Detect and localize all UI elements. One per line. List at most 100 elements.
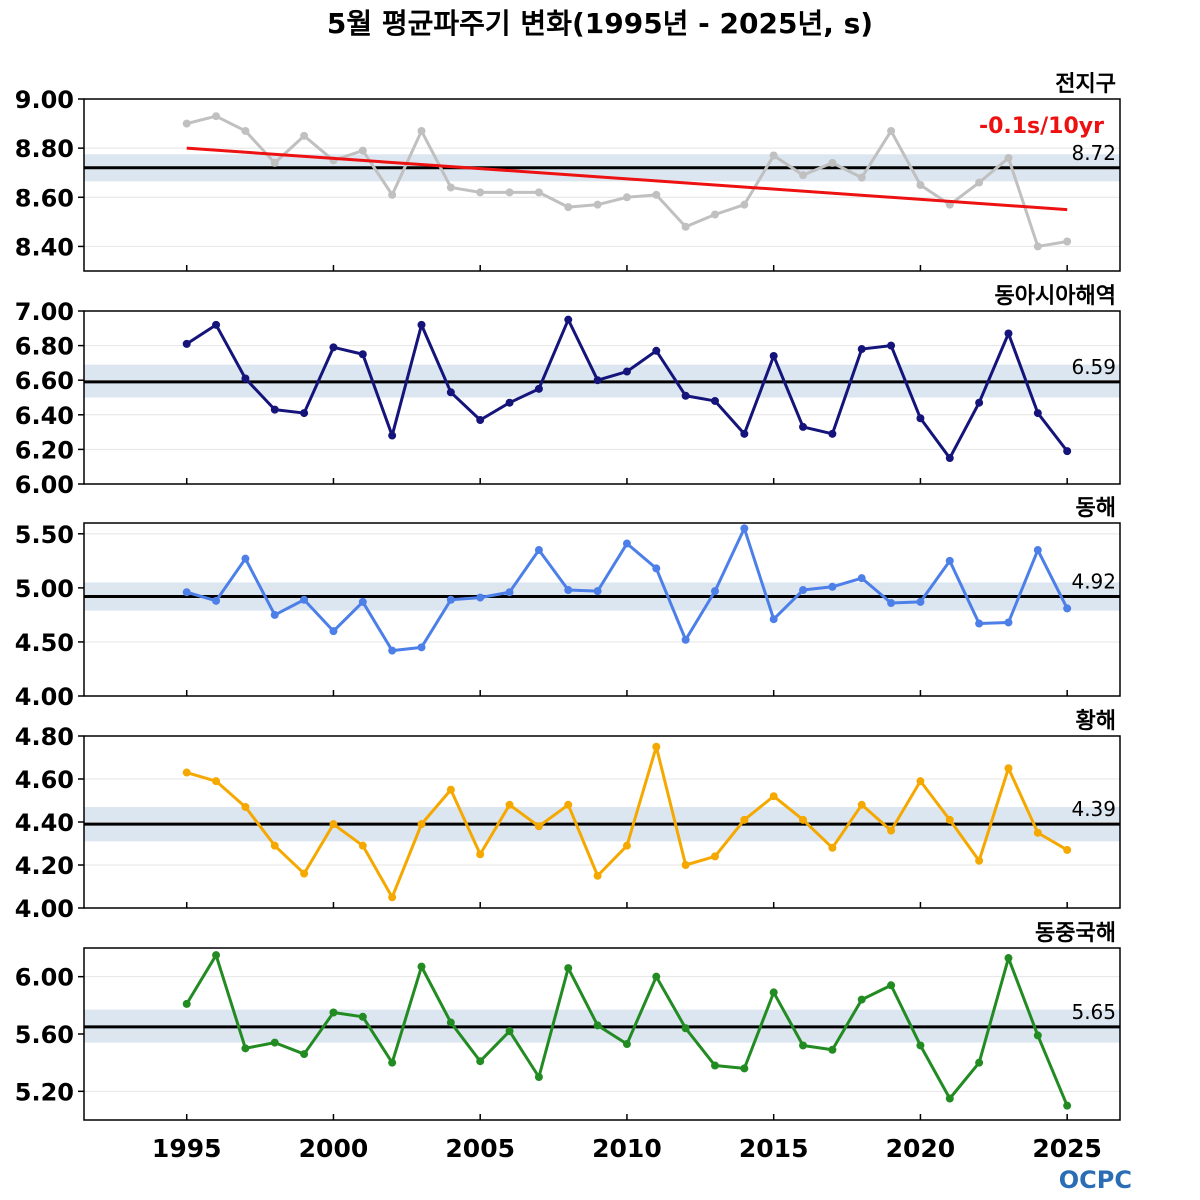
data-point (945, 815, 954, 824)
data-point (593, 871, 602, 880)
data-point (975, 1058, 984, 1067)
data-point (446, 785, 455, 794)
data-point (622, 367, 631, 376)
chart-title: 5월 평균파주기 변화(1995년 - 2025년, s) (327, 7, 873, 40)
data-point (564, 203, 573, 212)
data-point (916, 597, 925, 606)
ocpc-logo: OCPC (1059, 1166, 1132, 1194)
data-point (828, 158, 837, 167)
data-point (329, 820, 338, 829)
data-point (534, 1073, 543, 1081)
data-point (710, 1061, 719, 1070)
data-point (446, 388, 455, 397)
mean-value-label: 5.65 (1071, 1000, 1116, 1024)
data-point (1004, 954, 1013, 963)
data-point (1004, 764, 1013, 773)
x-tick-label: 2020 (886, 1134, 956, 1163)
data-point (857, 345, 866, 354)
data-point (358, 1012, 367, 1021)
data-point (358, 350, 367, 359)
data-point (799, 171, 808, 180)
data-point (270, 610, 279, 619)
data-point (417, 820, 426, 829)
y-tick-label: 4.40 (15, 809, 74, 837)
data-point (975, 856, 984, 865)
y-tick-label: 8.60 (15, 184, 74, 212)
panel-frame (83, 522, 1121, 697)
data-point (740, 429, 749, 438)
data-point (799, 1041, 808, 1050)
data-point (564, 586, 573, 595)
data-point (710, 587, 719, 596)
data-point (887, 599, 896, 608)
data-point (622, 193, 631, 202)
data-point (505, 800, 514, 809)
data-point (857, 995, 866, 1004)
data-point (740, 524, 749, 533)
data-point (476, 850, 485, 859)
data-point (945, 556, 954, 565)
data-point (1063, 1101, 1072, 1110)
data-point (857, 173, 866, 182)
data-point (564, 800, 573, 809)
data-point (1033, 828, 1042, 837)
data-point (975, 178, 984, 187)
data-point (593, 1021, 602, 1030)
data-point (652, 190, 661, 199)
panel-label: 동아시아해역 (995, 284, 1116, 309)
y-tick-label: 4.00 (15, 895, 74, 923)
data-point (887, 826, 896, 835)
data-point (1063, 845, 1072, 854)
data-point (212, 596, 221, 605)
data-point (916, 777, 925, 786)
data-point (417, 320, 426, 329)
mean-value-label: 6.59 (1071, 355, 1116, 379)
data-point (622, 539, 631, 548)
data-point (828, 843, 837, 852)
data-point (212, 951, 221, 960)
panel-frame (83, 947, 1121, 1121)
data-point (358, 597, 367, 606)
data-point (182, 119, 191, 128)
panel-1: 6.00 6.20 6.40 6.60 6.80 7.00 6.59 동아시아해역 (15, 284, 1121, 499)
data-point (564, 315, 573, 324)
data-point (388, 893, 397, 902)
x-tick-label: 2015 (739, 1134, 809, 1163)
panel-label: 황해 (1076, 709, 1116, 734)
panel-label: 전지구 (1055, 72, 1116, 97)
data-point (740, 200, 749, 209)
data-point (652, 972, 661, 981)
data-point (681, 1024, 690, 1033)
data-point (1033, 546, 1042, 555)
data-point (1063, 604, 1072, 613)
data-point (1033, 242, 1042, 251)
data-point (681, 861, 690, 869)
trend-line (186, 146, 1068, 212)
panel-frame (83, 735, 1121, 909)
data-point (212, 777, 221, 786)
y-tick-label: 6.40 (15, 402, 74, 430)
data-point (710, 210, 719, 219)
data-point (564, 964, 573, 973)
data-point (593, 200, 602, 209)
x-axis: 1995 2000 2005 2010 2015 2020 2025 (152, 1134, 1102, 1163)
data-point (212, 112, 221, 121)
data-point (212, 320, 221, 329)
data-point (652, 742, 661, 751)
data-point (417, 643, 426, 652)
data-point (476, 593, 485, 602)
data-point (270, 158, 279, 167)
data-point (769, 792, 778, 801)
data-point (476, 188, 485, 197)
data-point (916, 414, 925, 423)
data-point (329, 343, 338, 352)
data-point (710, 396, 719, 405)
x-tick-label: 2010 (592, 1134, 662, 1163)
data-point (799, 422, 808, 431)
x-tick-label: 2000 (299, 1134, 369, 1163)
data-point (857, 574, 866, 583)
data-point (417, 126, 426, 135)
data-point (593, 587, 602, 596)
